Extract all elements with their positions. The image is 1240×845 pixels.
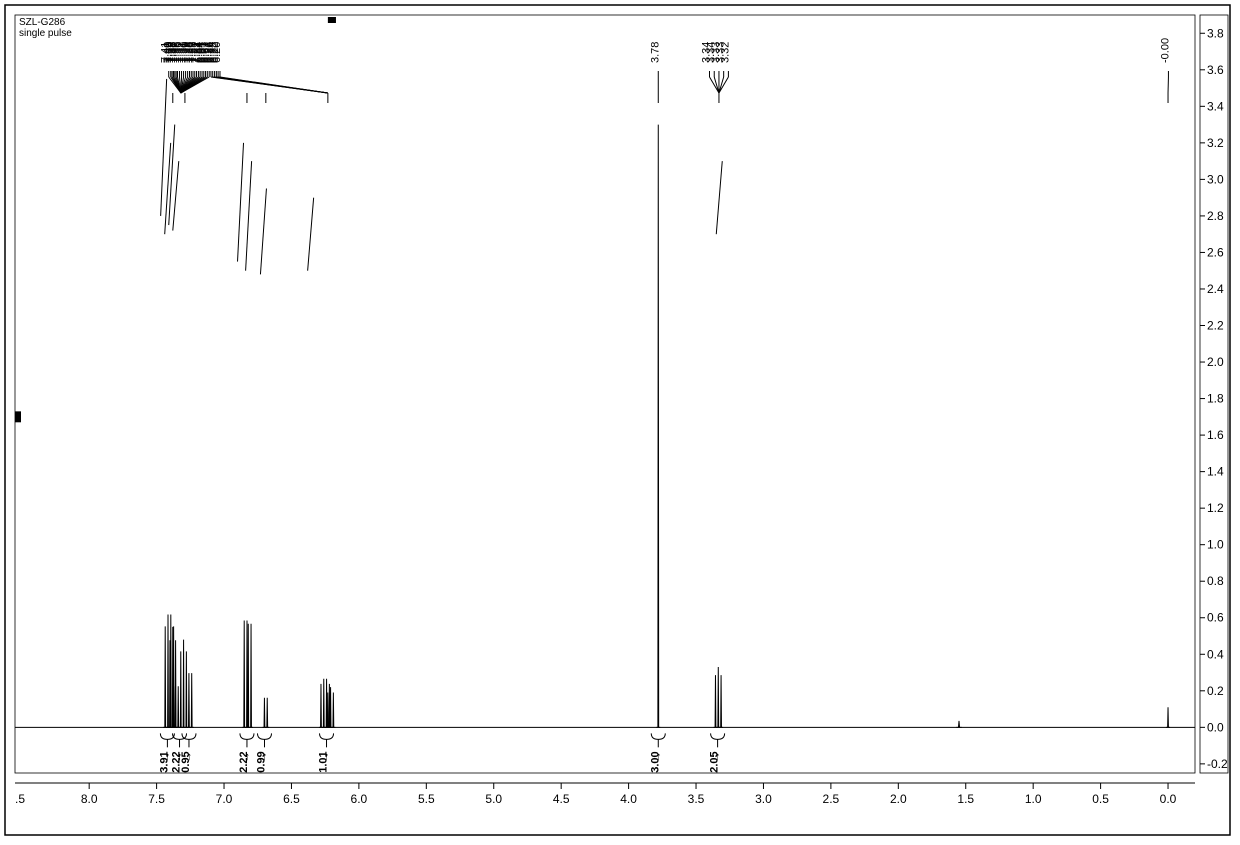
integral-arrow: → <box>651 751 663 762</box>
x-tick: 5.0 <box>485 792 502 806</box>
top-marker <box>328 17 336 23</box>
y-tick: 2.8 <box>1207 209 1224 223</box>
y-tick: 1.4 <box>1207 465 1224 479</box>
x-tick: 7.0 <box>216 792 233 806</box>
y-tick: -0.2 <box>1207 757 1228 771</box>
y-tick: 0.0 <box>1207 720 1224 734</box>
y-tick: 2.2 <box>1207 319 1224 333</box>
y-tick: 0.2 <box>1207 684 1224 698</box>
x-tick: 0.0 <box>1160 792 1177 806</box>
y-tick: 3.8 <box>1207 26 1224 40</box>
x-tick: 7.5 <box>148 792 165 806</box>
x-tick: 3.5 <box>688 792 705 806</box>
y-tick: 1.6 <box>1207 428 1224 442</box>
y-tick: 0.6 <box>1207 611 1224 625</box>
x-tick: 4.5 <box>553 792 570 806</box>
peak-ppm-label: 3.32 <box>719 42 731 63</box>
x-tick: 1.5 <box>957 792 974 806</box>
x-tick: 6.5 <box>283 792 300 806</box>
x-tick: 6.0 <box>351 792 368 806</box>
x-tick: 2.0 <box>890 792 907 806</box>
x-tick-edge: .5 <box>15 792 25 806</box>
y-tick: 0.8 <box>1207 574 1224 588</box>
peak-ppm-label: -0.00 <box>1159 38 1171 63</box>
peak-ppm-label: 6.20 <box>211 42 223 63</box>
integral-arrow: → <box>240 751 252 762</box>
y-tick: 2.4 <box>1207 282 1224 296</box>
y-tick: 2.6 <box>1207 245 1224 259</box>
chart-title: SZL-G286 <box>19 17 66 28</box>
x-tick: 8.0 <box>81 792 98 806</box>
integral-arrow: → <box>257 751 269 762</box>
chart-title: single pulse <box>19 28 72 39</box>
nmr-svg: SZL-G286single pulse -0.2 0.0 0.2 0.4 0.6 0.8 1… <box>0 0 1240 845</box>
y-tick: 3.0 <box>1207 172 1224 186</box>
y-tick: 3.2 <box>1207 136 1224 150</box>
integral-arrow: → <box>320 751 332 762</box>
x-tick: 5.5 <box>418 792 435 806</box>
y-tick: 1.2 <box>1207 501 1224 515</box>
x-tick: 2.5 <box>823 792 840 806</box>
y-tick: 1.0 <box>1207 538 1224 552</box>
peak-ppm-label: 3.78 <box>649 42 661 63</box>
y-tick: 3.6 <box>1207 63 1224 77</box>
y-tick: 0.4 <box>1207 647 1224 661</box>
x-tick: 0.5 <box>1092 792 1109 806</box>
y-tick: 2.0 <box>1207 355 1224 369</box>
left-stub <box>15 411 21 422</box>
x-tick: 1.0 <box>1025 792 1042 806</box>
x-tick: 4.0 <box>620 792 637 806</box>
y-tick: 1.8 <box>1207 392 1224 406</box>
y-tick: 3.4 <box>1207 99 1224 113</box>
integral-arrow: → <box>182 751 194 762</box>
integral-arrow: → <box>711 751 723 762</box>
nmr-spectrum-chart: SZL-G286single pulse -0.2 0.0 0.2 0.4 0.6 0.8 1… <box>0 0 1240 845</box>
x-tick: 3.0 <box>755 792 772 806</box>
